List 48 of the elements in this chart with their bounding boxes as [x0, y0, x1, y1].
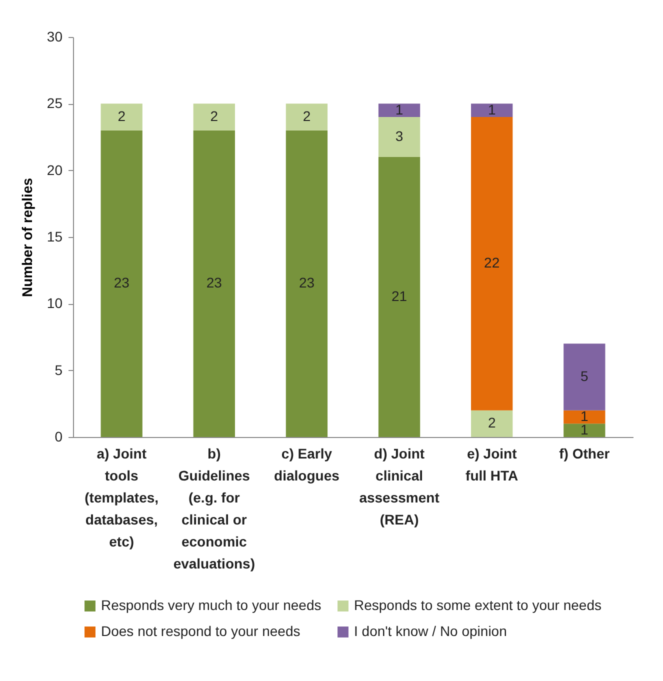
- x-tick-label: c) Early dialogues: [274, 446, 340, 484]
- data-label: 23: [114, 274, 130, 291]
- data-label: 1: [580, 421, 589, 438]
- bar: [193, 130, 235, 437]
- data-label: 2: [210, 108, 218, 124]
- x-tick-label: e) Joint full HTA: [466, 446, 518, 484]
- bar: [378, 104, 420, 117]
- legend-label: I don't know / No opinion: [354, 623, 507, 639]
- bar: [193, 104, 235, 130]
- data-label: 23: [206, 274, 222, 291]
- data-label: 5: [580, 368, 589, 384]
- bar: [378, 157, 420, 437]
- y-tick-label: 30: [46, 28, 63, 44]
- data-label: 2: [488, 414, 496, 431]
- data-label: 1: [580, 408, 589, 424]
- data-label: 23: [298, 274, 315, 291]
- x-tick-label: a) Joint tools (templates, databases, etc): [84, 446, 159, 550]
- bar: [286, 130, 328, 437]
- bar: [100, 104, 142, 130]
- bar: [471, 104, 513, 117]
- y-tick-label: 20: [46, 162, 63, 178]
- data-label: 2: [118, 108, 126, 124]
- bar: [286, 104, 328, 130]
- y-axis-title: Number of replies: [18, 178, 35, 298]
- y-tick-label: 25: [46, 95, 63, 112]
- bar: [471, 410, 513, 437]
- x-tick-label: b) Guidelines (e.g. for clinical or economic evaluations): [173, 446, 256, 572]
- legend-label: Does not respond to your needs: [101, 623, 300, 639]
- data-label: 1: [488, 101, 496, 118]
- legend-label: Responds very much to your needs: [101, 597, 322, 613]
- y-tick-label: 15: [46, 228, 63, 244]
- bar: [378, 117, 420, 157]
- data-label: 22: [484, 254, 500, 271]
- bar: [471, 117, 513, 410]
- bar: [564, 410, 606, 424]
- data-label: 1: [395, 101, 404, 118]
- bar: [564, 344, 606, 410]
- data-label: 3: [395, 128, 404, 144]
- bar: [564, 424, 606, 437]
- data-label: 2: [302, 108, 311, 124]
- y-tick-label: 10: [46, 295, 63, 312]
- data-label: 21: [391, 288, 408, 304]
- y-tick-label: 5: [54, 362, 63, 378]
- legend-label: Responds to some extent to your needs: [354, 597, 602, 613]
- bar: [100, 130, 142, 437]
- x-tick-label: f) Other: [559, 446, 610, 462]
- y-tick-label: 0: [54, 428, 63, 444]
- x-tick-label: d) Joint clinical assessment (REA): [359, 446, 440, 528]
